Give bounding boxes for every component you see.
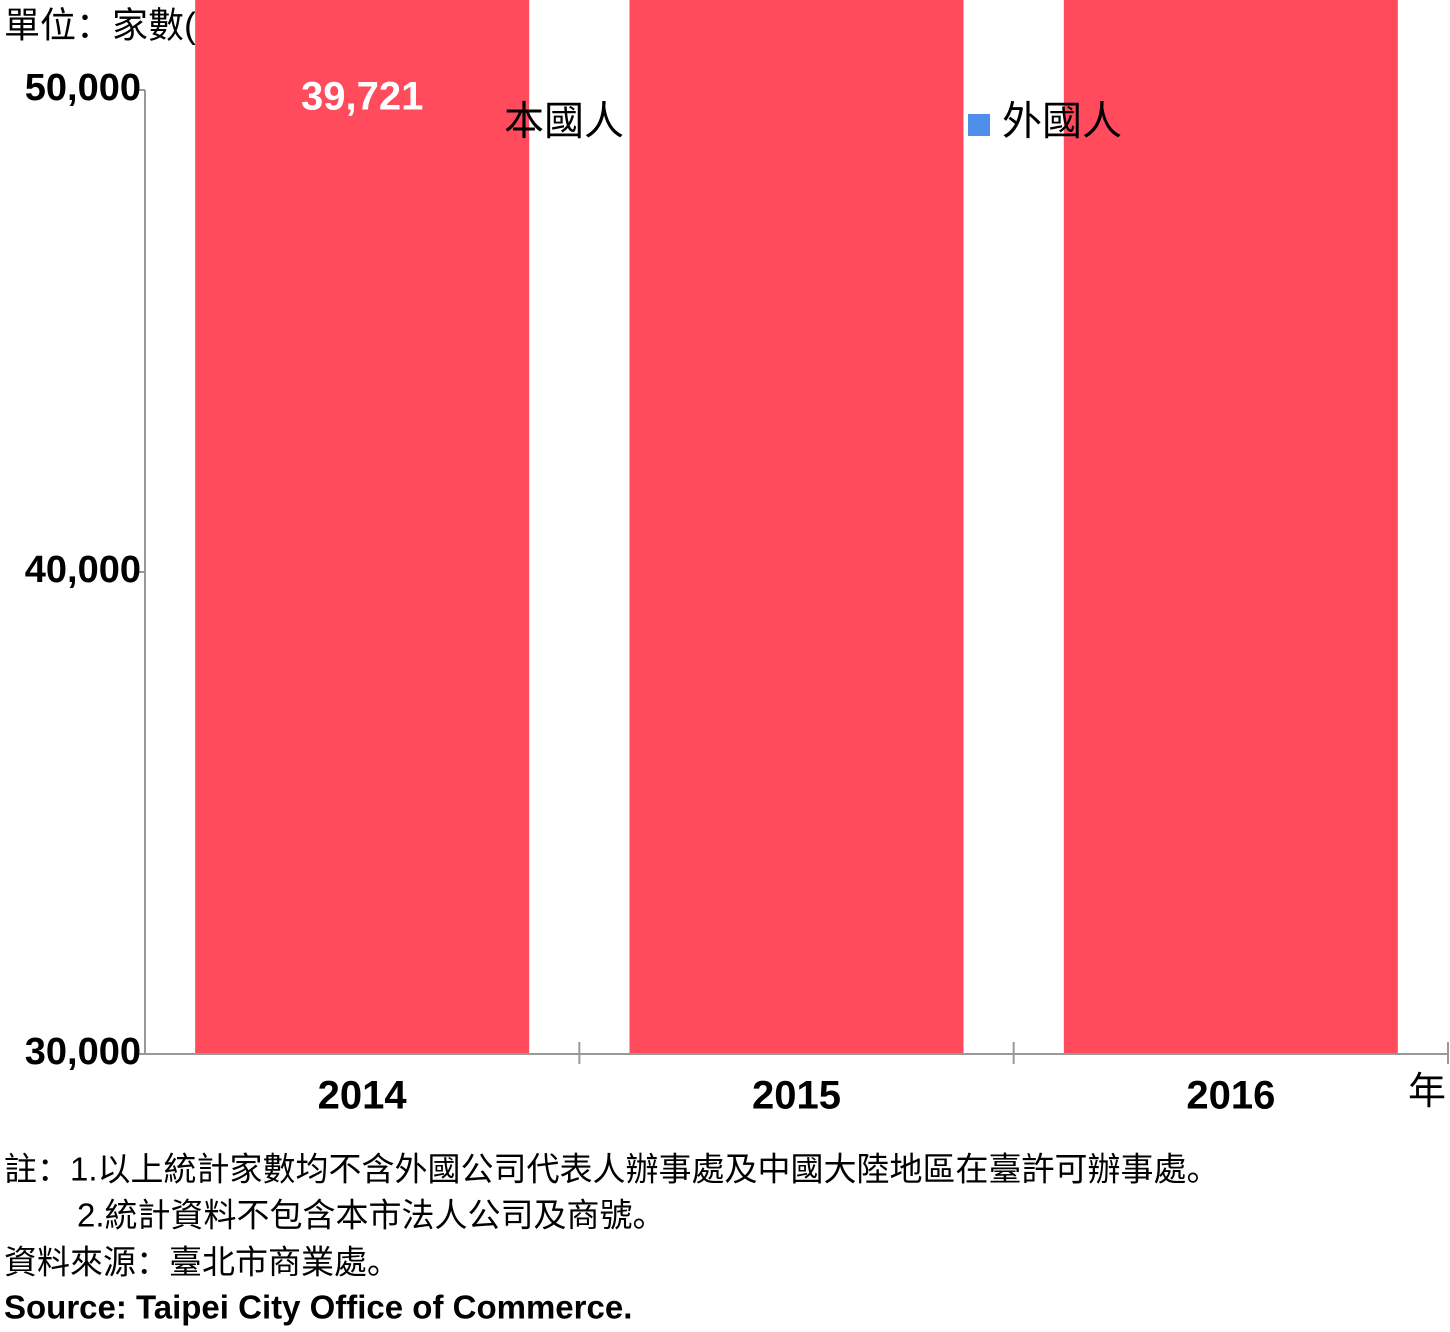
x-tick-label: 2016 — [1186, 1074, 1275, 1118]
source: 資料來源：臺北市商業處。 — [4, 1244, 400, 1281]
value-label: 39,721 — [301, 74, 423, 118]
note: 2.統計資料不包含本市法人公司及商號。 — [77, 1197, 666, 1234]
bar-segment — [1063, 0, 1398, 1054]
legend-swatch — [470, 114, 492, 136]
y-tick-label: 50,000 — [25, 67, 141, 109]
y-tick-label: 30,000 — [25, 1031, 141, 1073]
bar-segment — [629, 0, 964, 1054]
x-tick-label: 2015 — [752, 1074, 841, 1118]
legend-label: 外國人 — [1002, 100, 1122, 144]
bar-segment — [195, 0, 530, 1055]
note: 註：1.以上統計家數均不含外國公司代表人辦事處及中國大陸地區在臺許可辦事處。 — [4, 1151, 1220, 1188]
legend-swatch — [968, 114, 990, 136]
source: Source: Taipei City Office of Commerce. — [4, 1289, 632, 1326]
x-tick-label: 2014 — [318, 1074, 408, 1118]
x-unit: 年 — [1408, 1071, 1446, 1113]
y-tick-label: 40,000 — [25, 549, 141, 591]
legend-label: 本國人 — [504, 100, 624, 144]
